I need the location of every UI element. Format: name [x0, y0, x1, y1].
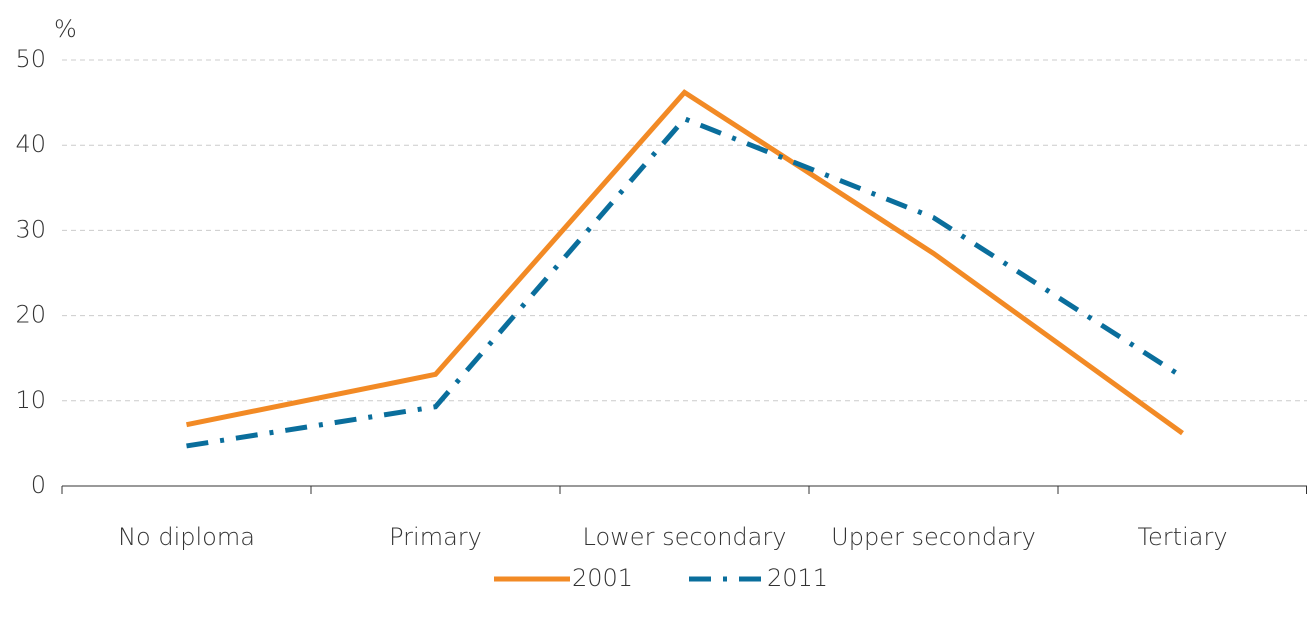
- y-tick-label: 50: [15, 45, 46, 73]
- legend-label: 2001: [572, 564, 633, 592]
- legend-label: 2011: [767, 564, 828, 592]
- x-tick-label: Lower secondary: [583, 523, 787, 551]
- x-tick-label: Tertiary: [1137, 523, 1227, 551]
- y-tick-label: 20: [15, 301, 46, 329]
- series-line: [186, 89, 1184, 436]
- x-tick-label: Primary: [389, 523, 482, 551]
- y-tick-label: 10: [15, 386, 46, 414]
- x-tick-label: Upper secondary: [831, 523, 1036, 551]
- series-line: [186, 115, 1184, 449]
- x-tick-label: No diploma: [118, 523, 255, 551]
- y-tick-label: 40: [15, 130, 46, 158]
- y-axis-label: %: [54, 15, 77, 43]
- y-tick-label: 30: [15, 215, 46, 243]
- y-tick-label: 0: [31, 471, 46, 499]
